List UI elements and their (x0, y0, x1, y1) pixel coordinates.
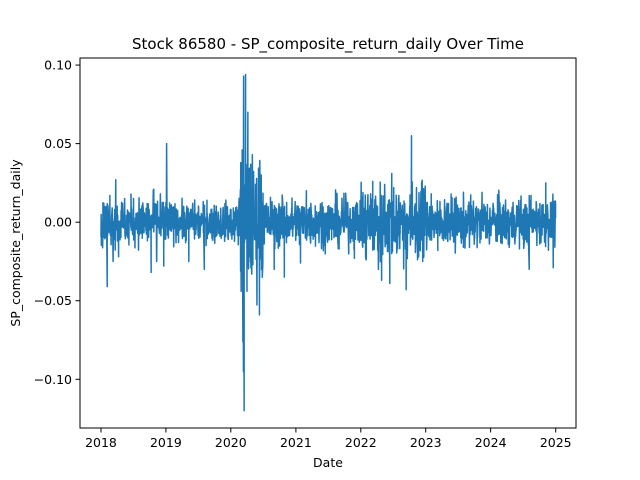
x-tick-label-2025: 2025 (540, 435, 572, 450)
y-tick-label: 0.10 (44, 58, 72, 73)
x-tick-label-2018: 2018 (85, 435, 117, 450)
y-tick-label: 0.00 (44, 215, 72, 230)
plot-area (79, 57, 577, 429)
chart-title: Stock 86580 - SP_composite_return_daily … (132, 35, 524, 54)
plot-frame (79, 57, 577, 429)
x-tick-label-2024: 2024 (475, 435, 507, 450)
y-tick-label: −0.05 (34, 293, 72, 308)
x-tick-label-2023: 2023 (410, 435, 442, 450)
y-axis: −0.10 −0.05 0.00 0.05 0.10 (34, 58, 80, 387)
y-tick-label: 0.05 (44, 136, 72, 151)
x-tick-label-2020: 2020 (215, 435, 247, 450)
x-tick-label-2021: 2021 (280, 435, 312, 450)
y-axis-label: SP_composite_return_daily (8, 159, 23, 327)
x-tick-label-2019: 2019 (150, 435, 182, 450)
y-tick-label: −0.10 (34, 372, 72, 387)
series-layer (100, 73, 557, 412)
series-line-sp-composite-return (100, 73, 557, 412)
x-axis-label: Date (313, 455, 343, 470)
x-tick-label-2022: 2022 (345, 435, 377, 450)
x-axis: 2018 2019 2020 2021 2022 2023 2024 2025 (85, 428, 572, 450)
